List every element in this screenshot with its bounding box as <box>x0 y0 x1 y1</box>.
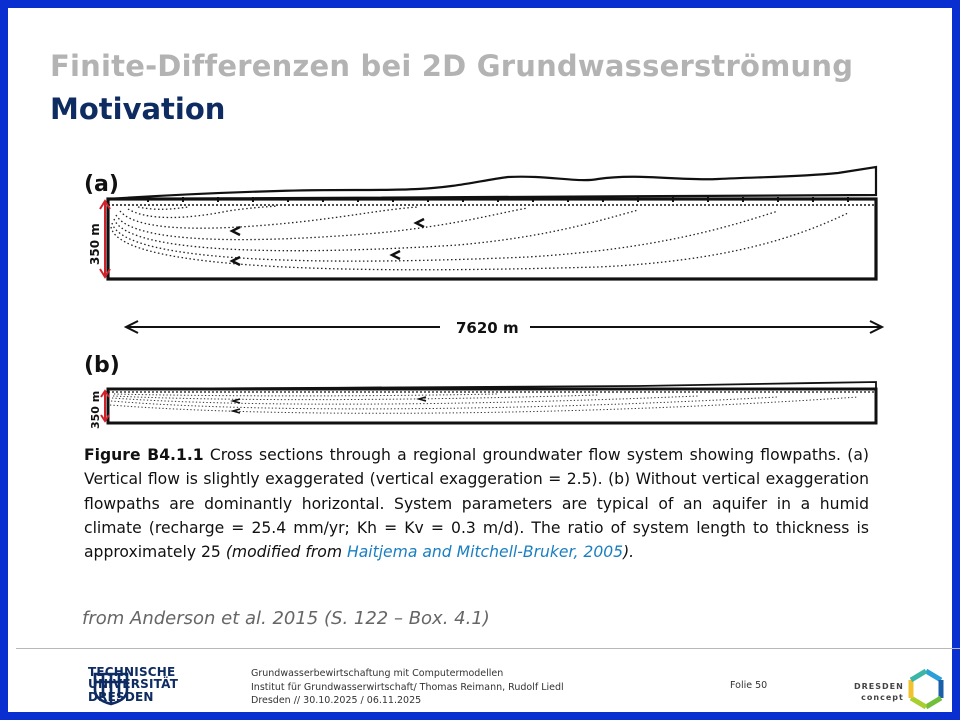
caption-end: ). <box>623 543 635 562</box>
cross-section-figure: (a) <box>84 165 885 429</box>
thickness-arrow-a <box>99 199 111 279</box>
panel-b-section <box>106 381 878 425</box>
caption-label: Figure B4.1.1 <box>84 446 204 464</box>
thickness-arrow-b <box>100 389 110 423</box>
footer-info: Grundwasserbewirtschaftung mit Computerm… <box>251 667 564 708</box>
panel-a-section <box>106 165 878 281</box>
dresden-concept-logo-icon <box>908 668 944 710</box>
slide-number: Folie 50 <box>730 680 768 691</box>
source-note: from Anderson et al. 2015 (S. 122 – Box.… <box>82 608 490 629</box>
footer-date: Dresden // 30.10.2025 / 06.11.2025 <box>251 695 422 706</box>
slide-subtitle: Motivation <box>50 92 226 126</box>
thickness-label-b: 350 m <box>89 391 102 429</box>
thickness-label-a: 350 m <box>88 223 102 265</box>
footer-course: Grundwasserbewirtschaftung mit Computerm… <box>251 668 504 679</box>
length-label: 7620 m <box>456 319 519 337</box>
panel-b-label: (b) <box>84 353 120 378</box>
university-name: TECHNISCHE UNIVERSITÄT DRESDEN <box>88 665 179 704</box>
length-dimension <box>123 320 885 334</box>
slide: Finite-Differenzen bei 2D Grundwasserstr… <box>16 16 960 720</box>
tu-dresden-logo-icon <box>93 672 129 706</box>
caption-modified: (modified from <box>225 543 343 562</box>
caption-citation-link[interactable]: Haitjema and Mitchell-Bruker, 2005 <box>347 543 624 562</box>
panel-a-label: (a) <box>84 172 119 197</box>
figure-caption: Figure B4.1.1 Cross sections through a r… <box>84 443 869 564</box>
footer-institute: Institut für Grundwasserwirtschaft/ Thom… <box>251 681 564 693</box>
caption-text: Cross sections through a regional ground… <box>84 446 869 562</box>
slide-title: Finite-Differenzen bei 2D Grundwasserstr… <box>50 49 854 83</box>
dresden-concept-wordmark: DRESDEN concept <box>854 682 904 702</box>
footer-divider <box>16 648 960 649</box>
